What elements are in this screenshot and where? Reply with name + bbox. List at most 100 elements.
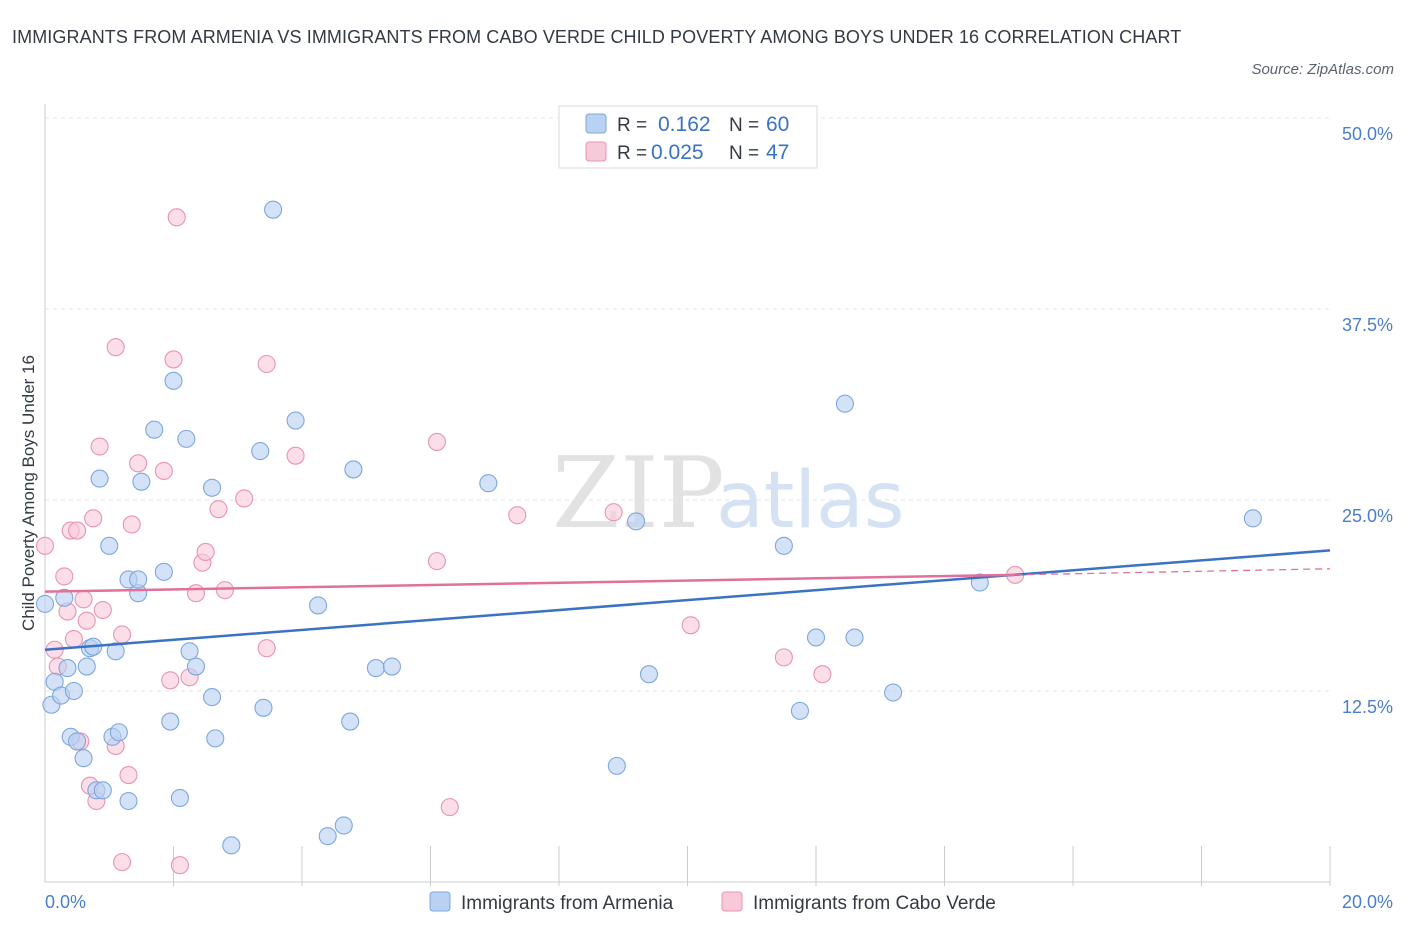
armenia-point-8 — [68, 732, 87, 751]
armenia-point-32 — [186, 657, 206, 676]
cabo-verde-point-27 — [170, 856, 189, 875]
armenia-point-19 — [109, 723, 128, 742]
legend-swatch-cabo-verde — [721, 891, 743, 912]
x-tick-marks — [173, 846, 1331, 886]
y-tick-label-0: 12.5% — [1342, 697, 1393, 717]
armenia-point-46 — [366, 659, 385, 678]
armenia-point-52 — [774, 536, 793, 555]
cabo-verde-point-18 — [113, 853, 132, 872]
armenia-point-28 — [164, 371, 183, 390]
y-tick-labels: 12.5% 25.0% 37.5% 50.0% — [1342, 124, 1393, 717]
cabo-verde-point-36 — [257, 354, 276, 374]
armenia-point-29 — [170, 788, 189, 808]
legend-label-cabo-verde: Immigrants from Cabo Verde — [753, 893, 996, 914]
stats-r-value-armenia: 0.162 — [658, 113, 711, 136]
armenia-point-43 — [334, 816, 353, 835]
y-axis-label: Child Poverty Among Boys Under 16 — [19, 355, 38, 631]
stats-box: R = 0.162 N = 60 R = 0.025 N = 47 — [558, 105, 818, 169]
armenia-point-51 — [639, 665, 659, 684]
cabo-verde-point-34 — [235, 489, 254, 508]
armenia-point-41 — [309, 596, 328, 615]
armenia-point-57 — [884, 683, 903, 702]
cabo-verde-point-22 — [129, 454, 148, 473]
armenia-point-40 — [286, 411, 305, 430]
armenia-point-38 — [254, 698, 273, 717]
source-credit: Source: ZipAtlas.com — [1251, 61, 1394, 78]
stats-n-value-cabo-verde: 47 — [766, 141, 789, 164]
armenia-point-53 — [790, 701, 809, 720]
cabo-verde-point-38 — [427, 432, 446, 451]
armenia-point-18 — [106, 642, 125, 661]
armenia-point-47 — [382, 657, 402, 676]
cabo-verde-point-7 — [68, 521, 87, 540]
cabo-verde-point-29 — [186, 584, 206, 603]
armenia-point-15 — [93, 781, 112, 800]
stats-r-label-armenia: R = — [617, 115, 647, 136]
armenia-point-24 — [132, 472, 151, 491]
armenia-trend-line — [44, 549, 1331, 651]
armenia-point-45 — [344, 460, 363, 479]
x-tick-label-min: 0.0% — [45, 892, 86, 912]
armenia-point-7 — [64, 681, 83, 701]
armenia-point-55 — [835, 394, 854, 413]
cabo-verde-point-31 — [196, 542, 215, 562]
cabo-verde-point-33 — [215, 581, 234, 600]
cabo-verde-point-41 — [508, 506, 527, 525]
cabo-verde-point-9 — [74, 590, 93, 609]
armenia-point-10 — [77, 657, 96, 676]
armenia-point-31 — [180, 642, 199, 661]
cabo-verde-points — [35, 208, 1025, 875]
cabo-verde-point-3 — [55, 567, 74, 586]
armenia-point-39 — [264, 200, 283, 219]
cabo-verde-point-23 — [154, 461, 173, 481]
armenia-point-36 — [222, 836, 241, 855]
armenia-point-27 — [161, 712, 180, 731]
cabo-verde-point-0 — [35, 536, 55, 555]
stats-swatch-armenia — [585, 113, 607, 134]
armenia-point-56 — [845, 628, 864, 647]
y-tick-label-2: 37.5% — [1342, 315, 1393, 335]
stats-n-label-armenia: N = — [729, 115, 759, 136]
cabo-verde-point-6 — [64, 629, 83, 649]
cabo-verde-trend-line — [44, 573, 1016, 593]
cabo-verde-point-21 — [122, 515, 141, 534]
cabo-verde-point-12 — [84, 509, 103, 528]
armenia-point-34 — [203, 478, 222, 497]
armenia-point-50 — [627, 512, 646, 531]
armenia-point-42 — [318, 827, 337, 846]
armenia-point-35 — [206, 729, 225, 748]
legend-swatch-armenia — [429, 891, 451, 912]
y-tick-label-3: 50.0% — [1342, 124, 1393, 144]
chart-title: IMMIGRANTS FROM ARMENIA VS IMMIGRANTS FR… — [12, 27, 1182, 47]
armenia-point-49 — [607, 756, 626, 775]
y-tick-label-1: 25.0% — [1342, 506, 1393, 526]
armenia-point-33 — [203, 688, 222, 707]
cabo-verde-point-32 — [209, 500, 228, 519]
armenia-point-23 — [129, 570, 148, 589]
armenia-point-37 — [251, 442, 270, 461]
cabo-verde-point-35 — [257, 639, 276, 658]
armenia-point-48 — [479, 474, 498, 493]
cabo-verde-point-20 — [119, 765, 138, 785]
armenia-point-4 — [55, 588, 74, 607]
stats-n-label-cabo-verde: N = — [729, 143, 759, 164]
trend-lines — [44, 549, 1331, 651]
armenia-point-59 — [1243, 509, 1262, 528]
armenia-point-0 — [35, 594, 55, 613]
cabo-verde-point-10 — [77, 611, 96, 630]
armenia-point-16 — [100, 536, 119, 555]
cabo-verde-point-37 — [286, 446, 305, 465]
stats-r-value-cabo-verde: 0.025 — [651, 141, 704, 164]
armenia-point-9 — [74, 749, 93, 768]
cabo-verde-point-17 — [106, 338, 125, 357]
cabo-verde-point-14 — [90, 437, 109, 456]
cabo-verde-point-45 — [813, 665, 832, 684]
cabo-verde-trend-extension — [1015, 568, 1331, 576]
stats-n-value-armenia: 60 — [766, 113, 789, 136]
armenia-point-26 — [154, 562, 173, 581]
cabo-verde-point-25 — [164, 350, 183, 369]
stats-swatch-cabo-verde — [585, 141, 607, 162]
legend-label-armenia: Immigrants from Armenia — [461, 893, 674, 914]
cabo-verde-point-43 — [681, 616, 700, 635]
